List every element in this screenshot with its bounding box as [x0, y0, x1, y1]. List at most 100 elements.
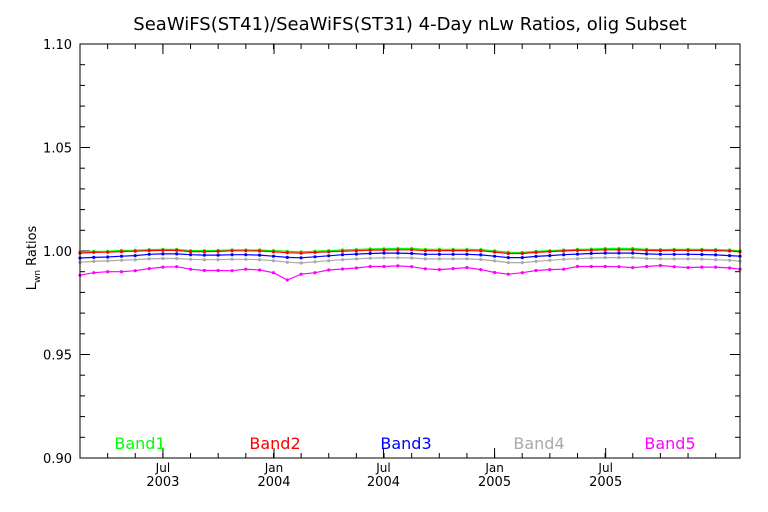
y-axis-label: Lwn Ratios	[25, 225, 43, 290]
point-band3-7	[175, 252, 179, 256]
point-band4-12	[244, 257, 248, 261]
point-band2-7	[175, 248, 179, 252]
point-band4-32	[520, 261, 524, 265]
point-band3-3	[119, 254, 124, 258]
point-band4-30	[493, 259, 497, 263]
point-band2-24	[410, 248, 414, 252]
point-band2-29	[479, 249, 483, 253]
point-band4-10	[216, 258, 220, 262]
point-band2-15	[285, 251, 289, 255]
point-band3-34	[548, 254, 552, 258]
point-band2-39	[617, 248, 621, 252]
point-band5-40	[631, 266, 635, 270]
point-band2-25	[423, 249, 427, 253]
point-band2-23	[396, 248, 400, 252]
point-band5-30	[493, 270, 497, 275]
point-band2-21	[368, 248, 372, 252]
point-band2-43	[672, 248, 676, 252]
point-band4-28	[465, 257, 469, 261]
point-band3-47	[728, 254, 732, 258]
point-band3-21	[368, 251, 372, 256]
point-band4-44	[686, 257, 690, 261]
tick-layer: 0.900.951.001.051.10Jul2003Jan2004Jul200…	[43, 38, 740, 490]
point-band3-12	[244, 253, 248, 257]
point-band5-23	[396, 264, 400, 268]
point-band5-36	[575, 264, 580, 269]
point-band5-39	[617, 265, 621, 269]
point-band3-37	[589, 251, 593, 256]
point-band5-21	[368, 264, 372, 269]
point-band3-1	[92, 255, 96, 259]
point-band4-37	[589, 256, 593, 260]
point-band3-40	[631, 251, 635, 255]
point-band4-13	[258, 258, 262, 262]
point-band2-14	[271, 250, 276, 254]
point-band5-34	[548, 268, 552, 272]
point-band3-38	[603, 251, 607, 255]
point-band3-5	[147, 252, 151, 256]
point-band3-16	[299, 256, 303, 260]
point-band3-10	[216, 253, 220, 257]
point-band4-27	[451, 257, 455, 261]
y-tick-label-1: 0.95	[43, 349, 72, 364]
point-band5-42	[658, 263, 663, 268]
point-band5-3	[119, 270, 124, 274]
point-band5-43	[672, 265, 676, 269]
point-band4-9	[202, 258, 206, 262]
point-band3-33	[534, 254, 538, 258]
point-band4-26	[437, 257, 441, 261]
point-band3-6	[161, 252, 165, 256]
point-band3-20	[354, 252, 358, 256]
point-band2-16	[299, 251, 303, 255]
point-band2-6	[161, 248, 165, 252]
point-band4-31	[506, 261, 510, 265]
point-band4-4	[133, 258, 137, 262]
point-band2-46	[714, 249, 718, 253]
point-band4-1	[92, 259, 96, 263]
point-band5-4	[133, 269, 137, 273]
x-tick-label-year-4: 2005	[589, 475, 622, 490]
point-band4-24	[410, 256, 414, 260]
point-band4-7	[175, 256, 179, 261]
point-band5-13	[258, 268, 262, 272]
chart-title: SeaWiFS(ST41)/SeaWiFS(ST31) 4-Day nLw Ra…	[133, 14, 686, 35]
x-tick-label-year-3: 2005	[478, 475, 511, 490]
x-tick-label-month-4: Jul	[597, 461, 612, 475]
point-band4-15	[285, 260, 289, 264]
point-band3-13	[258, 253, 262, 257]
point-band5-46	[714, 265, 718, 269]
point-band4-43	[672, 257, 676, 261]
point-band2-31	[506, 251, 510, 256]
point-band4-17	[313, 260, 317, 264]
point-band3-29	[479, 253, 483, 257]
point-band5-1	[92, 271, 96, 275]
point-band5-37	[589, 264, 593, 269]
point-band2-8	[189, 250, 193, 254]
point-band5-5	[147, 267, 151, 271]
point-band5-26	[437, 268, 441, 272]
y-axis-label-subscript: wn	[33, 270, 43, 283]
point-band5-8	[189, 267, 193, 271]
point-band2-4	[133, 249, 137, 253]
point-band2-13	[258, 249, 262, 253]
point-band4-20	[354, 257, 358, 261]
point-band2-17	[313, 250, 317, 254]
point-band5-29	[479, 268, 483, 272]
point-band2-18	[327, 250, 331, 254]
point-band4-42	[658, 257, 663, 261]
point-band2-22	[382, 248, 386, 252]
point-band3-17	[313, 255, 317, 259]
point-band4-34	[548, 258, 552, 262]
legend: Band1 Band2 Band3 Band4 Band5	[114, 434, 695, 453]
point-band5-44	[686, 266, 690, 270]
point-band3-28	[465, 252, 469, 256]
point-band4-35	[562, 257, 566, 261]
point-band5-41	[645, 264, 649, 269]
point-band3-27	[451, 252, 455, 256]
y-tick-label-2: 1.00	[43, 245, 72, 260]
point-band5-17	[313, 271, 317, 275]
point-band3-9	[202, 253, 206, 257]
point-band2-45	[700, 248, 704, 252]
x-tick-label-month-2: Jul	[375, 461, 390, 475]
